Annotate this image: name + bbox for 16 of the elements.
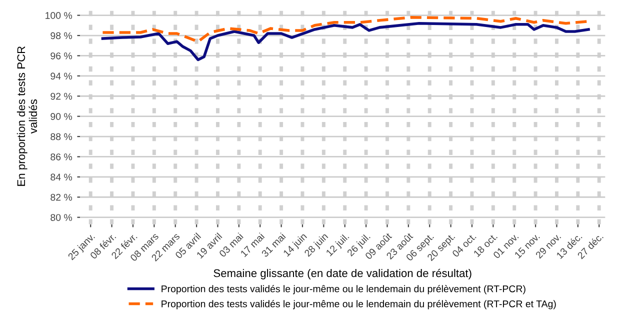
y-axis-title: En proportion des tests PCR validés <box>16 46 38 186</box>
y-tick-label: 88 % <box>50 133 72 140</box>
line-series <box>101 22 590 62</box>
legend-label: Proportion des tests validés le jour-même ou le lendemain du prélèvement (RT-PCR) <box>162 285 526 294</box>
y-tick-label: 86 % <box>50 153 72 160</box>
y-tick-label: 94 % <box>50 72 72 80</box>
y-tick-label: 82 % <box>50 194 72 201</box>
legend-label: Proportion des tests validés le jour-même ou le lendemain du prélèvement (RT-PCR et TAg) <box>162 300 556 310</box>
y-tick-label: 90 % <box>50 113 72 120</box>
y-tick-label: 92 % <box>50 92 72 100</box>
y-tick-label: 100 % <box>46 12 72 19</box>
y-tick-label: 84 % <box>50 174 72 181</box>
y-tick-label: 80 % <box>50 214 72 221</box>
y-tick-label: 96 % <box>50 52 72 60</box>
y-tick-label: 98 % <box>50 32 72 40</box>
x-axis-title: Semaine glissante (en date de validation de résultat) <box>214 268 472 280</box>
